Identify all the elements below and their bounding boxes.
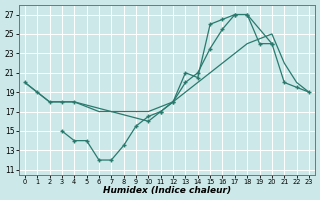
X-axis label: Humidex (Indice chaleur): Humidex (Indice chaleur) bbox=[103, 186, 231, 195]
